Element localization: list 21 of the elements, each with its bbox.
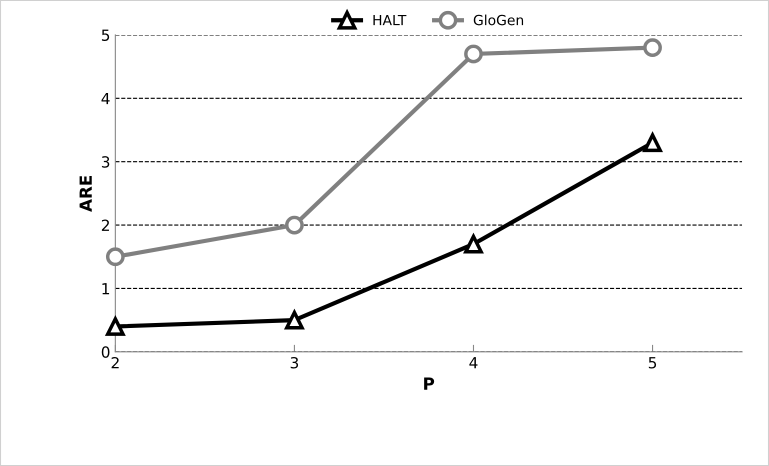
y-tick-label: 3	[102, 156, 110, 168]
point	[643, 38, 662, 57]
x-axis-title: P	[424, 378, 434, 390]
point	[464, 44, 483, 64]
y-axis-title: ARE	[80, 176, 92, 212]
y-tick-label: 4	[102, 92, 110, 104]
point	[285, 310, 304, 330]
point	[643, 133, 662, 152]
point	[464, 234, 483, 254]
y-tick-label: 1	[102, 283, 110, 294]
legend-label: HALT	[373, 14, 406, 26]
y-tick-label: 2	[102, 220, 109, 231]
y-tick-label: 5	[102, 30, 110, 41]
point	[106, 247, 125, 266]
x-tick-label: 2	[112, 356, 119, 368]
legend-label: GloGen	[474, 14, 524, 26]
x-tick-label: 3	[290, 356, 298, 369]
x-tick-label: 4	[469, 357, 478, 368]
y-tick-label: 0	[102, 346, 110, 358]
point	[285, 216, 304, 234]
x-tick-label: 5	[648, 357, 656, 369]
